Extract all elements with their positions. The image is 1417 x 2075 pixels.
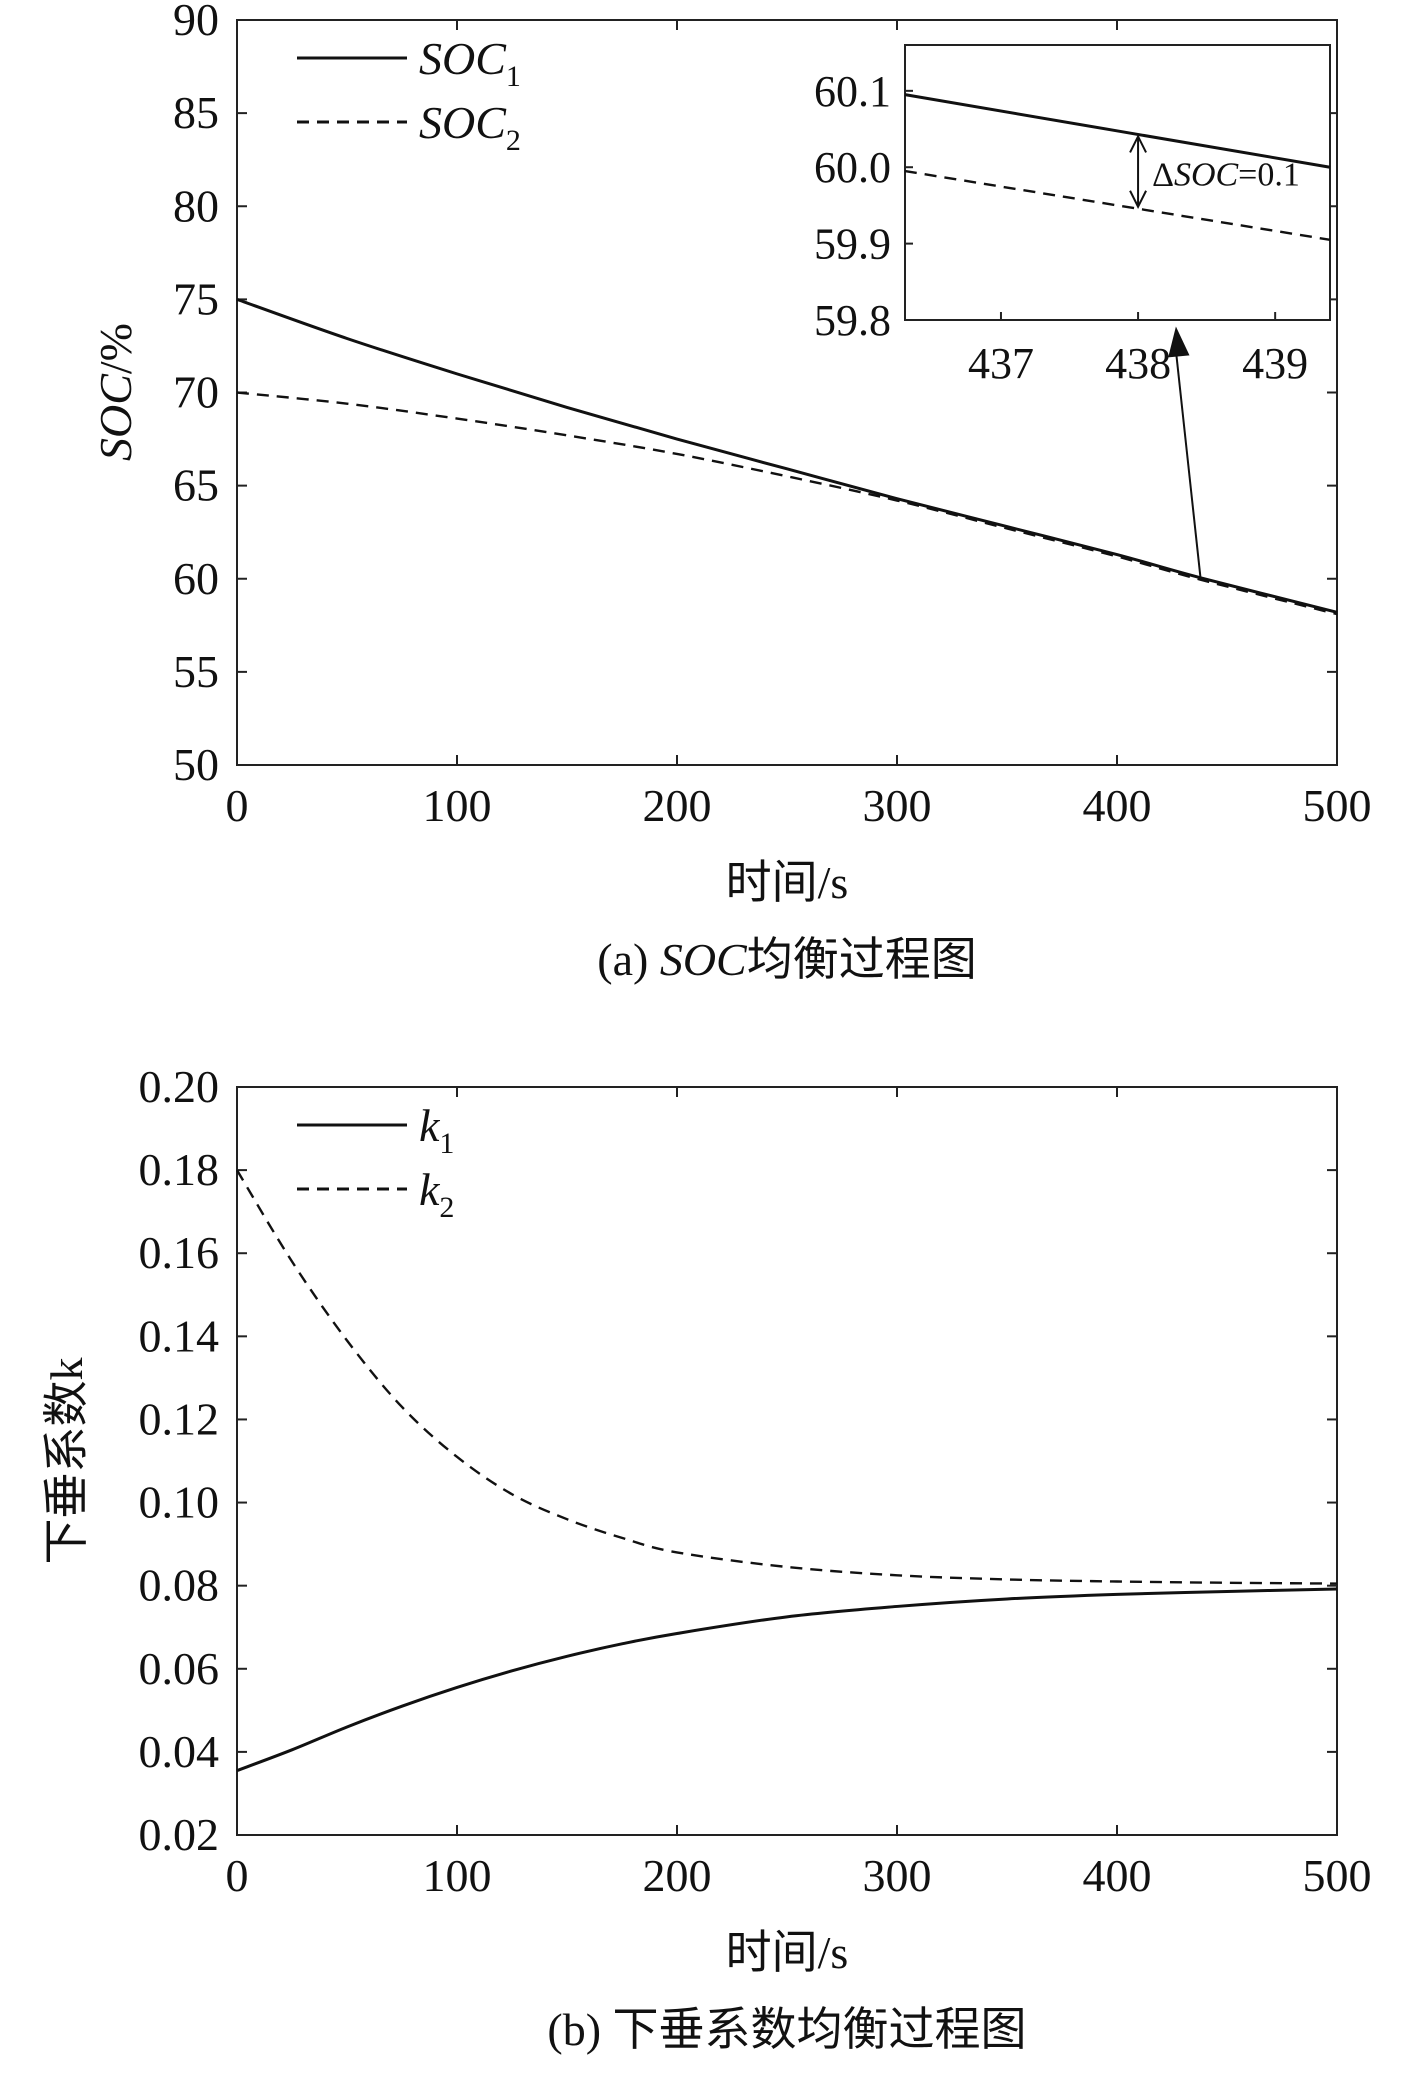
b-x-tick-label: 300 xyxy=(863,1850,932,1901)
legend-main: k xyxy=(419,1164,441,1215)
a-x-tick-label: 300 xyxy=(863,780,932,831)
b-y-tick-label: 0.12 xyxy=(139,1393,220,1444)
b-legend-label-k2: k2 xyxy=(419,1164,454,1224)
delta-value: =0.1 xyxy=(1238,157,1300,194)
a-y-tick-label: 90 xyxy=(173,0,219,45)
b-x-tick-label: 200 xyxy=(643,1850,712,1901)
a-inset-frame xyxy=(904,44,1331,321)
legend-sub: 2 xyxy=(506,124,521,157)
a-inset-series-line-soc1 xyxy=(904,93,1331,169)
a-y-tick-label: 60 xyxy=(173,553,219,604)
a-y-tick-label: 80 xyxy=(173,180,219,231)
b-y-tick-label: 0.16 xyxy=(139,1227,220,1278)
b-y-tick-label: 0.18 xyxy=(139,1144,220,1195)
b-x-axis-title: 时间/s xyxy=(726,1927,849,1978)
a-caption-suffix: 均衡过程图 xyxy=(747,934,977,985)
b-x-tick-label: 0 xyxy=(226,1850,249,1901)
a-x-tick-label: 500 xyxy=(1303,780,1372,831)
legend-main: SOC xyxy=(419,33,507,84)
a-inset-y-tick-label: 60.0 xyxy=(814,143,891,192)
a-series-line-soc1 xyxy=(236,297,1338,614)
b-legend-label-k1: k1 xyxy=(419,1100,454,1160)
b-series-line-k2 xyxy=(235,1169,1338,1585)
a-y-tick-label: 85 xyxy=(173,87,219,138)
a-inset-delta-arrow-head-up xyxy=(1129,134,1147,153)
a-inset-y-tick-label: 59.8 xyxy=(814,296,891,345)
b-series-line-k1 xyxy=(236,1587,1338,1772)
a-y-tick-label: 55 xyxy=(173,646,219,697)
a-inset-x-tick-label: 439 xyxy=(1242,339,1308,388)
a-y-axis-title: SOC/% xyxy=(90,323,141,461)
a-y-tick-label: 75 xyxy=(173,273,219,324)
a-y-tick-label: 65 xyxy=(173,460,219,511)
legend-main: k xyxy=(419,1100,441,1151)
b-y-tick-label: 0.10 xyxy=(139,1477,220,1528)
legend-main: SOC xyxy=(419,97,507,148)
a-y-axis-title-suffix: /% xyxy=(90,323,141,374)
chart-b-droop: 0 100 200 300 400 500 0.02 0.04 0.06 0.08 0.10 0.12… xyxy=(41,1061,1372,2055)
a-x-tick-label: 200 xyxy=(643,780,712,831)
a-y-tick-label: 50 xyxy=(173,739,219,790)
b-y-tick-label: 0.08 xyxy=(139,1560,220,1611)
delta-italic: SOC xyxy=(1174,157,1239,194)
b-plot-frame xyxy=(236,1086,1338,1836)
a-legend-label-soc2: SOC2 xyxy=(419,97,521,157)
a-x-tick-label: 400 xyxy=(1083,780,1152,831)
a-y-tick-label: 70 xyxy=(173,367,219,418)
a-caption-italic: SOC xyxy=(660,934,748,985)
a-x-tick-label: 100 xyxy=(423,780,492,831)
a-x-tick-label: 0 xyxy=(226,780,249,831)
a-inset-delta-arrow-head-down xyxy=(1129,190,1147,209)
a-legend-label-soc1: SOC1 xyxy=(419,33,521,93)
b-caption: (b) 下垂系数均衡过程图 xyxy=(547,2004,1026,2055)
a-inset-y-tick-label: 59.9 xyxy=(814,220,891,269)
b-x-tick-label: 100 xyxy=(423,1850,492,1901)
a-series-line-soc2 xyxy=(236,391,1338,616)
legend-sub: 2 xyxy=(439,1191,454,1224)
b-y-axis-title: 下垂系数k xyxy=(41,1358,92,1565)
a-inset-series-line-soc2 xyxy=(904,169,1331,241)
a-callout-arrow-head xyxy=(1168,326,1190,358)
a-caption-prefix: (a) xyxy=(597,934,660,985)
chart-a-soc: 0 100 200 300 400 500505560657075808590SOC1SO… xyxy=(90,0,1372,985)
b-y-tick-label: 0.20 xyxy=(139,1061,220,1112)
a-inset-y-tick-label: 60.1 xyxy=(814,67,891,116)
a-inset: 437 438 439 59.8 59.9 60.0 60.1 ΔSOC=0.1 xyxy=(814,44,1331,388)
delta-symbol: Δ xyxy=(1152,157,1174,194)
a-y-axis-title-italic: SOC xyxy=(90,373,141,461)
b-y-tick-label: 0.14 xyxy=(139,1310,220,1361)
a-inset-x-tick-label: 438 xyxy=(1105,339,1171,388)
a-callout-arrow-shaft xyxy=(1175,351,1202,579)
b-y-tick-label: 0.02 xyxy=(139,1809,220,1860)
b-x-tick-label: 400 xyxy=(1083,1850,1152,1901)
a-inset-delta-label: ΔSOC=0.1 xyxy=(1152,157,1300,194)
b-y-tick-label: 0.06 xyxy=(139,1643,220,1694)
legend-sub: 1 xyxy=(439,1127,454,1160)
a-x-axis-title: 时间/s xyxy=(726,857,849,908)
a-inset-x-tick-label: 437 xyxy=(968,339,1034,388)
a-caption: (a) SOC均衡过程图 xyxy=(597,934,976,985)
b-x-tick-label: 500 xyxy=(1303,1850,1372,1901)
legend-sub: 1 xyxy=(506,60,521,93)
b-y-tick-label: 0.04 xyxy=(139,1726,220,1777)
